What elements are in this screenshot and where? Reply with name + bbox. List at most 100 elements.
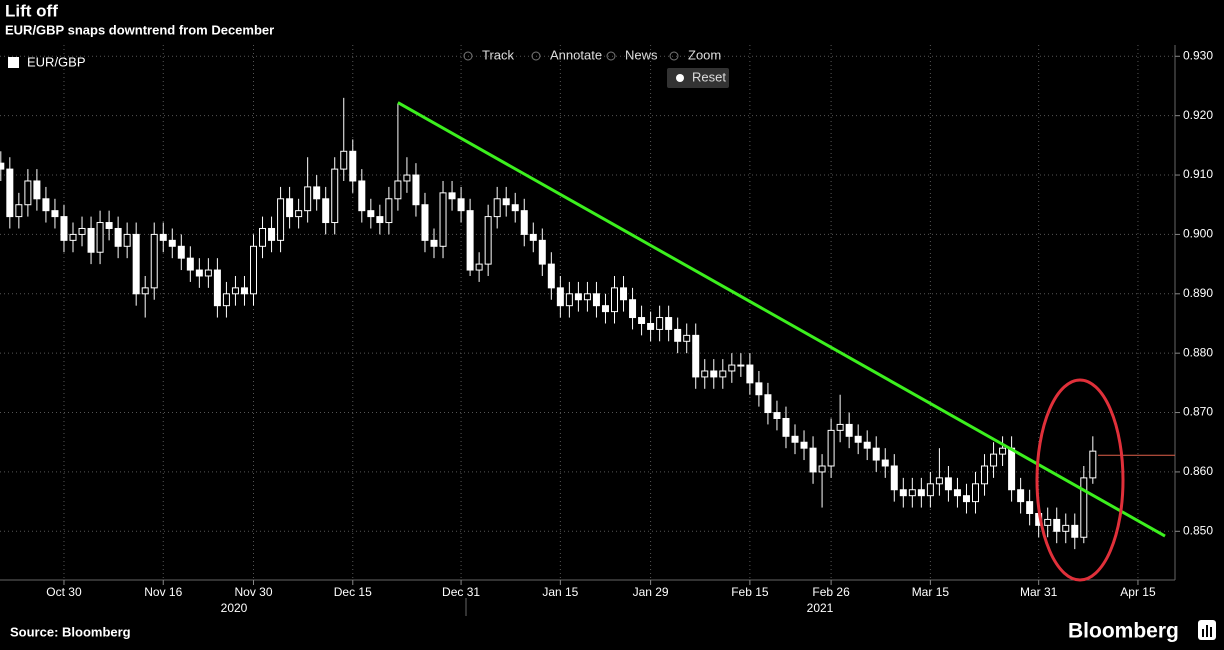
x-tick-label: Jan 15 xyxy=(542,585,578,599)
candle-body xyxy=(60,216,68,241)
candle-body xyxy=(665,317,673,330)
candle-body xyxy=(863,441,871,449)
candle-body xyxy=(195,269,203,277)
candle-body xyxy=(656,317,664,330)
chart-title: Lift off xyxy=(5,1,58,20)
candle-body xyxy=(592,293,600,307)
candle-body xyxy=(854,435,862,443)
candle-body xyxy=(132,233,140,295)
candle-body xyxy=(782,417,790,437)
candle-body xyxy=(439,192,447,247)
brand: Bloomberg xyxy=(1068,620,1179,643)
toolbar-button[interactable]: News xyxy=(625,47,658,62)
x-tick-label: Apr 15 xyxy=(1120,585,1156,599)
toolbar-icon xyxy=(531,51,541,61)
candle-body xyxy=(538,239,546,265)
candle-body xyxy=(69,233,77,241)
candle-body xyxy=(1008,447,1016,491)
candle-body xyxy=(457,198,465,212)
candle-body xyxy=(466,210,474,271)
candle-body xyxy=(322,198,330,224)
x-tick-label: Feb 15 xyxy=(731,585,769,599)
candle-body xyxy=(358,180,366,212)
trendline xyxy=(397,101,1166,538)
candle-body xyxy=(899,489,907,497)
candle-body xyxy=(836,423,844,431)
candle-body xyxy=(0,162,5,170)
candle-body xyxy=(277,198,285,241)
candle-body xyxy=(493,198,501,218)
candle-body xyxy=(1053,518,1061,532)
candle-body xyxy=(791,435,799,443)
candle-body xyxy=(719,370,727,378)
x-tick-label: Feb 26 xyxy=(812,585,850,599)
candle-body xyxy=(448,192,456,200)
candle-body xyxy=(304,186,312,212)
candle-body xyxy=(683,334,691,342)
candle-body xyxy=(96,222,104,253)
reset-label[interactable]: Reset xyxy=(692,69,726,84)
candle-body xyxy=(159,233,167,241)
candle-body xyxy=(764,394,772,414)
x-tick-label: Jan 29 xyxy=(633,585,669,599)
candle-body xyxy=(331,168,339,224)
highlight-circle xyxy=(1035,378,1125,582)
candle-body xyxy=(629,299,637,319)
plot-area: 0.850 0.860 0.870 0.880 0.890 0.900 0.910 0.920… xyxy=(0,45,1213,615)
candle-body xyxy=(972,483,979,503)
candle-body xyxy=(421,204,429,241)
toolbar-button[interactable]: Zoom xyxy=(688,47,721,62)
year-label: 2021 xyxy=(807,601,834,615)
y-tick-label: 0.850 xyxy=(1183,523,1213,537)
source: Source: Bloomberg xyxy=(10,624,131,639)
candle-body xyxy=(114,227,122,247)
candle-body xyxy=(6,168,14,218)
candle-body xyxy=(583,293,591,301)
candle-body xyxy=(33,180,41,200)
chart-subtitle: EUR/GBP snaps downtrend from December xyxy=(5,22,274,37)
candle-body xyxy=(177,245,185,259)
candle-body xyxy=(1071,524,1079,538)
candle-body xyxy=(213,269,221,307)
candle-body xyxy=(674,328,682,342)
candle-body xyxy=(638,317,646,324)
candle-body xyxy=(737,364,745,367)
candle-body xyxy=(809,447,817,473)
toolbar-icon xyxy=(606,51,616,61)
candle-body xyxy=(78,227,86,235)
candle-body xyxy=(340,150,348,170)
candle-body xyxy=(42,198,50,212)
candle-body xyxy=(430,239,438,247)
candle-body xyxy=(1026,501,1034,514)
brand-icon xyxy=(1198,620,1216,640)
candle-body xyxy=(123,233,131,247)
candle-body xyxy=(1017,489,1025,503)
candle-body xyxy=(611,287,618,313)
candle-body xyxy=(412,174,420,206)
y-tick-label: 0.920 xyxy=(1183,108,1213,122)
toolbar-button[interactable]: Track xyxy=(482,47,515,62)
candle-body xyxy=(547,263,555,289)
candle-body xyxy=(872,447,880,461)
legend-swatch xyxy=(8,57,19,68)
candle-body xyxy=(953,489,961,497)
candle-body xyxy=(574,293,582,301)
toolbar: Track Annotate News Zoom Reset xyxy=(463,47,729,88)
candle-body xyxy=(186,257,194,271)
candle-body xyxy=(890,465,898,491)
toolbar-button[interactable]: Annotate xyxy=(550,47,602,62)
reset-icon xyxy=(676,74,684,82)
toolbar-icon xyxy=(463,51,473,61)
candle-body xyxy=(150,233,158,289)
x-tick-label: Mar 15 xyxy=(912,585,950,599)
candle-body xyxy=(692,334,700,378)
candle-body xyxy=(746,364,754,384)
candle-body xyxy=(385,198,393,224)
candle-body xyxy=(917,489,925,497)
candle-body xyxy=(908,489,916,497)
candle-body xyxy=(962,495,970,503)
x-tick-label: Mar 31 xyxy=(1020,585,1058,599)
reset-button[interactable] xyxy=(667,68,729,88)
y-tick-label: 0.880 xyxy=(1183,345,1213,359)
